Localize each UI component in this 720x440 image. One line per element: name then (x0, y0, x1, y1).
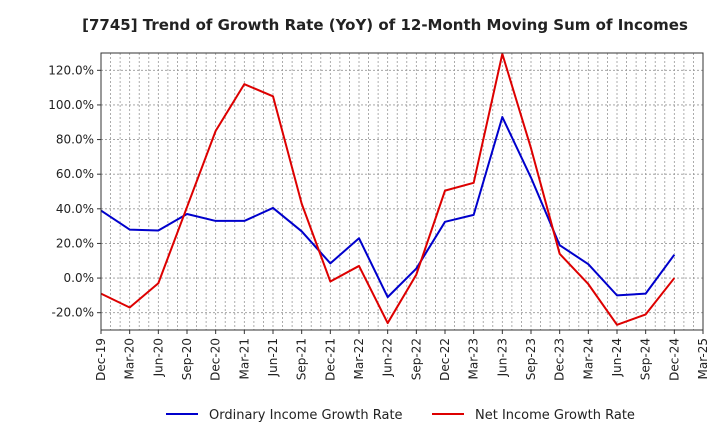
y-tick-label: -20.0% (52, 306, 94, 320)
series-line-0 (100, 116, 676, 299)
y-tick-label: 40.0% (56, 202, 94, 216)
series-line-1 (100, 52, 676, 326)
x-tick-label: Sep-24 (639, 338, 653, 380)
x-tick-label: Jun-23 (495, 338, 509, 377)
x-axis-ticks: Dec-19 Mar-20 Jun-20 Sep-20 Dec-20 Mar-21 Jun-… (94, 330, 710, 381)
y-tick-label: 0.0% (64, 271, 95, 285)
y-tick-label: 120.0% (48, 63, 94, 77)
x-tick-label: Mar-24 (581, 338, 595, 379)
x-tick-label: Jun-20 (151, 338, 165, 377)
x-tick-label: Dec-22 (438, 338, 452, 381)
series-layer (100, 52, 676, 326)
x-tick-label: Mar-22 (352, 338, 366, 379)
x-tick-label: Mar-21 (237, 338, 251, 379)
x-tick-label: Dec-21 (323, 338, 337, 381)
x-tick-label: Mar-25 (696, 338, 710, 379)
y-tick-label: 60.0% (56, 167, 94, 181)
grid-layer (101, 53, 703, 330)
x-tick-label: Jun-21 (266, 338, 280, 377)
x-tick-label: Dec-20 (209, 338, 223, 381)
x-tick-label: Dec-23 (553, 338, 567, 381)
y-tick-label: 20.0% (56, 236, 94, 250)
x-tick-label: Mar-23 (467, 338, 481, 379)
x-tick-label: Sep-23 (524, 338, 538, 380)
legend: Ordinary Income Growth Rate Net Income Gr… (166, 408, 635, 423)
x-tick-label: Jun-22 (381, 338, 395, 377)
x-tick-label: Dec-19 (94, 338, 108, 381)
legend-label-0: Ordinary Income Growth Rate (209, 408, 403, 423)
y-tick-label: 100.0% (48, 98, 94, 112)
y-tick-label: 80.0% (56, 133, 94, 147)
plot-frame (100, 52, 704, 331)
legend-label-1: Net Income Growth Rate (475, 408, 635, 423)
y-axis-ticks: -20.0% 0.0% 20.0% 40.0% 60.0% 80.0% 100.0% 120.… (48, 63, 101, 320)
x-tick-label: Sep-22 (409, 338, 423, 380)
x-tick-label: Sep-20 (180, 338, 194, 380)
x-tick-label: Jun-24 (610, 338, 624, 377)
x-tick-label: Sep-21 (295, 338, 309, 380)
chart-title: [7745] Trend of Growth Rate (YoY) of 12-… (82, 16, 688, 34)
x-tick-label: Dec-24 (667, 338, 681, 381)
x-tick-label: Mar-20 (123, 338, 137, 379)
